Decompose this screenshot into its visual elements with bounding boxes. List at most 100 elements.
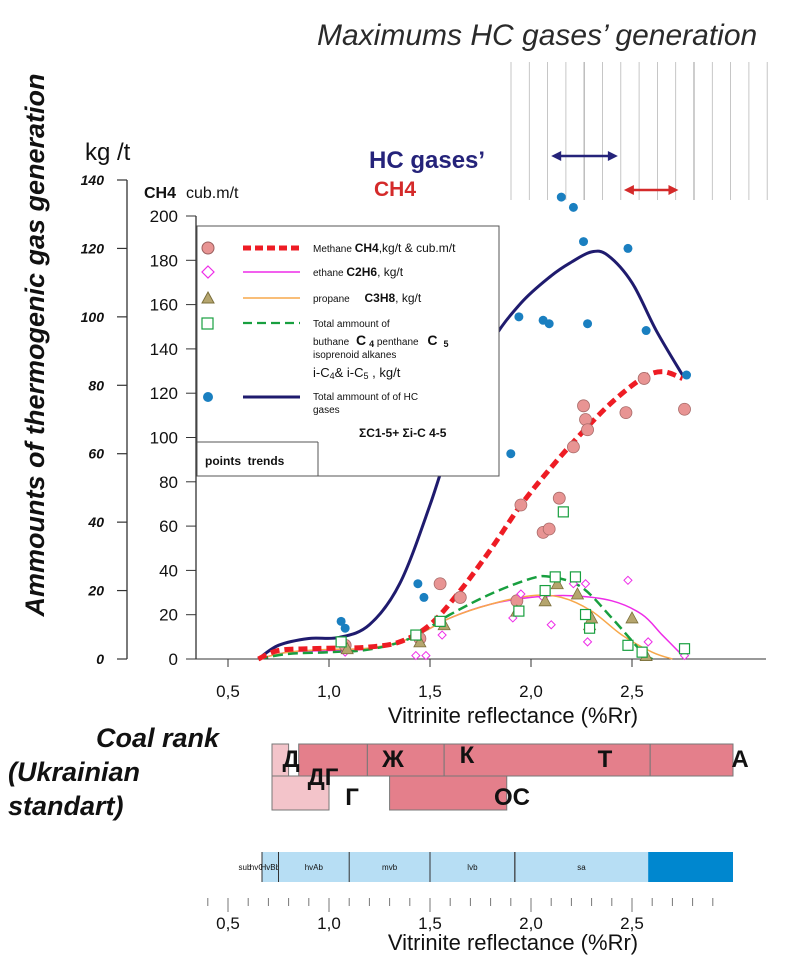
c5-point: [549, 571, 561, 583]
data-points: [335, 192, 692, 661]
coal-rank-label: К: [460, 742, 475, 769]
legend: Methane CH4,kg/t & cub.m/t ethane C2H6, …: [196, 225, 500, 477]
y-tick-label-kg-t: 20: [87, 583, 104, 599]
asme-band: [262, 852, 279, 882]
total-point: [623, 243, 633, 253]
total-point: [641, 326, 651, 336]
legend-methane-label: Methane CH4,kg/t & cub.m/t: [313, 241, 456, 255]
asme-band-label: sa: [577, 863, 586, 872]
c5-point: [583, 622, 596, 634]
methane-point: [581, 423, 594, 437]
x-tick-label: 1,5: [418, 682, 442, 701]
y-tick-label-kg-t: 60: [88, 446, 104, 462]
asme-band: [278, 852, 350, 882]
x-tick-label: 2,0: [519, 682, 543, 701]
c5-point: [678, 643, 691, 655]
ethane-point: [516, 589, 526, 599]
c5-point: [434, 615, 446, 627]
legend-c5-line3: isoprenoid alkanes: [313, 350, 396, 361]
x-axis-ticks: 0,5 1,0 1,5 2,0 2,5: [216, 659, 644, 701]
methane-point: [514, 498, 528, 512]
coal-rank-label: ОС: [494, 784, 530, 811]
max-generation-hatch: [510, 62, 768, 200]
total-point: [419, 592, 429, 602]
ethane-point: [411, 650, 421, 661]
c5-point: [539, 584, 551, 597]
propane-point: [625, 611, 639, 624]
max-range-arrow: [551, 151, 618, 161]
total-point: [340, 623, 350, 633]
bottom-x-axis: 0,5 1,0 1,5 2,0 2,5: [207, 898, 714, 933]
total-point: [579, 237, 589, 247]
asme-band-label: hvCb: [250, 863, 269, 872]
c5-point: [636, 646, 648, 658]
propane-point: [413, 635, 427, 648]
coal-rank-title-line1: Coal rank: [96, 723, 221, 753]
total-point: [544, 319, 554, 329]
legend-sum-formula: ΣC1-5+ Σi-C 4-5: [359, 426, 447, 440]
y-tick-label-kg-t: 120: [81, 240, 105, 256]
x-tick-label: 1,0: [317, 682, 341, 701]
asme-band-label: mvb: [382, 863, 398, 872]
y-axis-title: Ammounts of thermogenic gas generation: [20, 73, 50, 617]
c5-point: [579, 608, 592, 621]
asme-band: [430, 852, 515, 882]
ethane-point: [437, 630, 447, 640]
chart-title: Maximums HC gases’ generation: [317, 19, 757, 52]
legend-box: [196, 225, 500, 477]
y-tick-label-cub-m-t: 180: [150, 251, 178, 270]
propane-point: [340, 641, 354, 655]
right-axis-unit-prefix: CH4: [144, 185, 176, 202]
trend-line: [258, 574, 653, 661]
y-tick-label-kg-t: 0: [96, 651, 104, 667]
y-tick-label-cub-m-t: 140: [150, 340, 178, 359]
legend-total-line1: Total ammount of of HC: [313, 392, 418, 403]
y-tick-label-cub-m-t: 160: [150, 296, 178, 315]
coal-rank-band: [298, 743, 368, 777]
asme-band: [648, 852, 733, 882]
bottom-x-tick-label: 1,5: [418, 914, 442, 933]
asme-band-label: lvb: [467, 863, 478, 872]
bottom-x-tick-label: 2,0: [519, 914, 543, 933]
c5-point: [335, 636, 347, 648]
total-point: [556, 192, 566, 202]
total-point: [682, 370, 692, 380]
coal-rank-band: [366, 743, 445, 777]
c5-point: [622, 639, 634, 651]
coal-rank-label: ДГ: [308, 764, 339, 791]
total-point: [514, 312, 524, 322]
methane-point: [433, 577, 447, 591]
total-point: [583, 319, 593, 329]
legend-ethane-label: ethane C2H6, kg/t: [313, 265, 404, 279]
coal-rank-label: Д: [282, 746, 299, 773]
total-point: [568, 202, 578, 212]
arrow-head-right: [668, 185, 679, 195]
total-point: [506, 449, 516, 459]
legend-c5-line1: Total ammount of: [313, 319, 390, 330]
coal-rank-band: [649, 743, 734, 777]
asme-band-label: hvAb: [305, 863, 324, 872]
y-tick-label-cub-m-t: 60: [159, 517, 178, 536]
arrow-head-left: [551, 151, 562, 161]
coal-rank-label: Ж: [381, 746, 404, 773]
asme-band-label: sub: [239, 863, 252, 872]
coal-rank-band: [389, 775, 508, 811]
methane-point: [678, 402, 691, 416]
max-range-arrow: [623, 185, 679, 195]
right-axis-unit: cub.m/t: [186, 185, 239, 202]
legend-total-line2: gases: [313, 405, 340, 416]
x-tick-label: 2,5: [620, 682, 644, 701]
methane-point: [552, 491, 566, 505]
y-tick-label-cub-m-t: 0: [169, 650, 178, 669]
legend-propane-marker: [201, 290, 215, 304]
legend-propane-label: propane C3H8, kg/t: [313, 291, 422, 305]
asme-band: [349, 852, 430, 882]
bottom-x-tick-label: 2,5: [620, 914, 644, 933]
coal-rank-title-line3: standart): [8, 791, 124, 821]
y-tick-label-cub-m-t: 120: [150, 384, 178, 403]
ethane-point: [623, 575, 633, 586]
propane-point: [538, 594, 552, 607]
